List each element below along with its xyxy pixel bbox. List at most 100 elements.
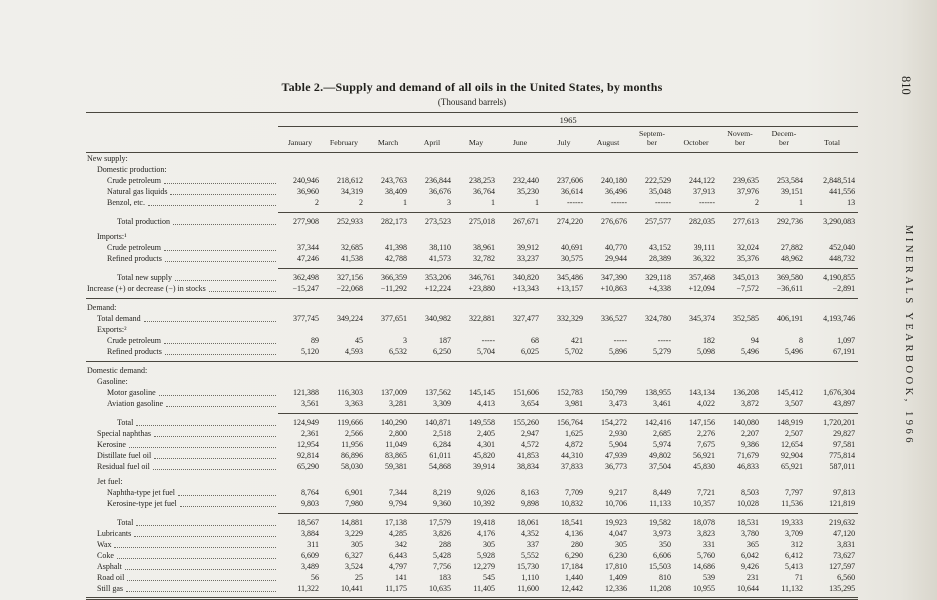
- value-cell: 5,974: [653, 439, 671, 449]
- row-label: Kerosine: [97, 439, 126, 449]
- table-row: Domestic demand:: [86, 360, 859, 376]
- value-cell: [630, 164, 674, 175]
- value-cell: 10,357: [693, 498, 715, 508]
- row-stub: Total: [86, 513, 278, 528]
- value-cell: 6,606: [653, 550, 671, 560]
- supply-demand-table: 1965 January February March April May June Jul…: [86, 112, 859, 600]
- value-cell: 17,810: [605, 561, 627, 571]
- value-cell: 68: [531, 335, 539, 345]
- value-cell: −2,891: [832, 283, 856, 293]
- table-row: Crude petroleum 240,946 218,612 243,763 236,…: [86, 175, 858, 186]
- value-cell: 5,496: [785, 346, 803, 356]
- value-cell: 4,572: [521, 439, 539, 449]
- value-cell: 9,426: [741, 561, 759, 571]
- value-cell: [410, 476, 454, 487]
- value-cell: 7,709: [565, 487, 583, 497]
- value-cell: 277,908: [278, 211, 322, 231]
- value-cell: 10,635: [429, 583, 451, 593]
- table-row: New supply:: [86, 152, 858, 164]
- value-cell: 140,290: [366, 412, 410, 428]
- row-stub: Natural gas liquids: [86, 186, 278, 197]
- value-cell: 2,518: [433, 428, 451, 438]
- table-row: Refined products 5,120 4,593 6,532 6,250 5,70…: [86, 346, 858, 362]
- leader-dots: [124, 566, 276, 570]
- value-cell: ------: [611, 197, 627, 207]
- value-cell: 8,219: [433, 487, 451, 497]
- row-stub: Special naphthas: [86, 428, 278, 439]
- leader-dots: [136, 522, 276, 526]
- value-cell: [410, 376, 454, 387]
- value-cell: [806, 476, 858, 487]
- value-cell: 38,961: [473, 242, 495, 252]
- value-cell: 48,962: [781, 253, 803, 263]
- row-label: Lubricants: [97, 528, 132, 538]
- value-cell: 39,912: [517, 242, 539, 252]
- table-row: Naphtha-type jet fuel 8,764 6,901 7,344 8,21…: [86, 487, 858, 498]
- value-cell: 5,904: [609, 439, 627, 449]
- value-cell: 775,814: [829, 450, 856, 460]
- value-cell: [278, 476, 322, 487]
- value-cell: [718, 152, 762, 164]
- row-label: Refined products: [107, 346, 162, 356]
- value-cell: 5,428: [433, 550, 451, 560]
- table-row: Road oil 56 25 141 183 545 1,110 1,440 1,409 810 5…: [86, 572, 858, 583]
- value-cell: [542, 324, 586, 335]
- value-cell: 2: [755, 197, 759, 207]
- value-cell: 6,901: [345, 487, 363, 497]
- value-cell: 38,409: [385, 186, 407, 196]
- value-cell: 587,011: [829, 461, 856, 471]
- value-cell: 138,955: [645, 387, 671, 397]
- value-cell: 2,566: [345, 428, 363, 438]
- row-label: Total demand: [97, 313, 141, 323]
- value-cell: 4,176: [477, 528, 495, 538]
- value-cell: 1,097: [837, 335, 856, 345]
- value-cell: 275,018: [454, 211, 498, 231]
- value-cell: 345,486: [542, 267, 586, 283]
- value-cell: 2: [315, 197, 319, 207]
- value-cell: 46,833: [737, 461, 759, 471]
- value-cell: 127,597: [829, 561, 856, 571]
- value-cell: 65,921: [781, 461, 803, 471]
- value-cell: 2,207: [741, 428, 759, 438]
- leader-dots: [147, 202, 276, 207]
- value-cell: 25: [355, 572, 363, 582]
- value-cell: [674, 152, 718, 164]
- value-cell: 9,386: [741, 439, 759, 449]
- row-label: Road oil: [97, 572, 125, 582]
- value-cell: 222,529: [645, 175, 671, 185]
- value-cell: 4,136: [565, 528, 583, 538]
- value-cell: 362,498: [278, 267, 322, 283]
- value-cell: [718, 297, 762, 313]
- value-cell: 39,151: [781, 186, 803, 196]
- row-label: Residual fuel oil: [97, 461, 150, 471]
- value-cell: [278, 152, 322, 164]
- row-stub: Crude petroleum: [86, 242, 278, 253]
- value-cell: 19,923: [586, 512, 630, 528]
- value-cell: 4,413: [477, 398, 495, 408]
- value-cell: 6,412: [785, 550, 803, 560]
- value-cell: −36,611: [776, 283, 803, 293]
- table-row: Refined products 47,246 41,538 42,788 41,573…: [86, 253, 858, 269]
- value-cell: 39,914: [473, 461, 495, 471]
- value-cell: 1: [535, 197, 539, 207]
- table-row: Total 18,567 14,881 17,138 17,579 19,418 18,06…: [86, 512, 859, 528]
- column-header: April: [410, 126, 454, 153]
- row-stub: Demand:: [86, 297, 278, 313]
- value-cell: 3,826: [433, 528, 451, 538]
- value-cell: 19,333: [762, 512, 806, 528]
- value-cell: 218,612: [337, 175, 363, 185]
- leader-dots: [163, 340, 276, 344]
- row-stub: Distillate fuel oil: [86, 450, 278, 461]
- value-cell: 32,685: [341, 242, 363, 252]
- column-header: Novem- ber: [718, 126, 762, 153]
- row-label: Jet fuel:: [97, 476, 123, 486]
- value-cell: 232,440: [513, 175, 539, 185]
- value-cell: 2,848,514: [823, 175, 856, 185]
- value-cell: [322, 297, 366, 313]
- value-cell: 14,686: [693, 561, 715, 571]
- row-label: Total: [117, 517, 134, 527]
- row-stub: Refined products: [86, 346, 278, 362]
- value-cell: 6,284: [433, 439, 451, 449]
- value-cell: 377,745: [293, 313, 319, 323]
- value-cell: [674, 476, 718, 487]
